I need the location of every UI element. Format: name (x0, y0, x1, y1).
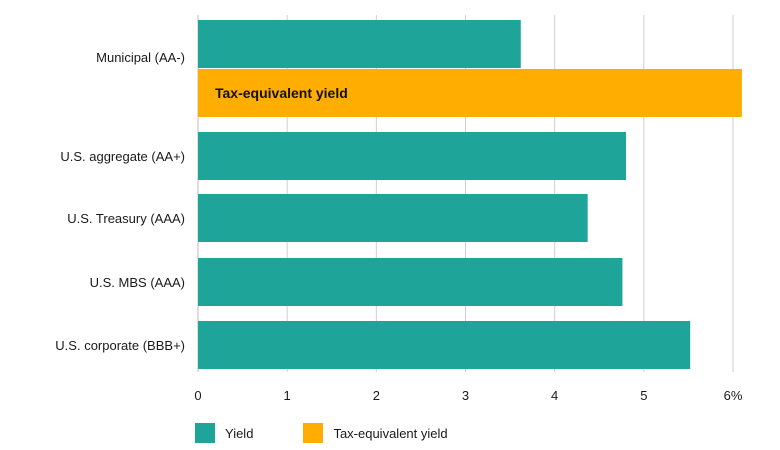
category-label: U.S. aggregate (AA+) (60, 149, 185, 164)
bar-yield (198, 132, 626, 180)
legend-swatch-yield (195, 423, 215, 443)
x-tick-label: 0 (194, 388, 201, 403)
legend-item-tax-equivalent: Tax-equivalent yield (303, 423, 448, 443)
bar-yield (198, 194, 588, 242)
category-label: U.S. corporate (BBB+) (55, 338, 185, 353)
x-tick-label: 6% (724, 388, 743, 403)
x-tick-label: 3 (462, 388, 469, 403)
bar-label-tax-equivalent: Tax-equivalent yield (215, 85, 348, 101)
category-label: U.S. MBS (AAA) (90, 275, 185, 290)
x-tick-label: 5 (640, 388, 647, 403)
x-tick-label: 2 (373, 388, 380, 403)
bar-tax-equivalent (198, 69, 742, 117)
bar-yield (198, 321, 691, 369)
category-label: U.S. Treasury (AAA) (67, 211, 185, 226)
x-tick-label: 4 (551, 388, 558, 403)
legend-swatch-tax-equivalent (303, 423, 324, 443)
x-tick-label: 1 (284, 388, 291, 403)
legend-item-yield: Yield (195, 423, 253, 443)
legend: Yield Tax-equivalent yield (195, 423, 498, 443)
bar-yield (198, 20, 521, 68)
bar-yield (198, 258, 623, 306)
category-label: Municipal (AA-) (96, 50, 185, 65)
legend-label-tax-equivalent: Tax-equivalent yield (333, 425, 448, 441)
legend-label-yield: Yield (225, 425, 254, 441)
